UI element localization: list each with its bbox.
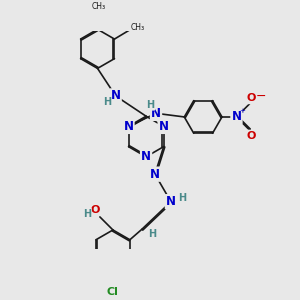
Text: H: H [148, 229, 156, 238]
Text: H: H [146, 100, 154, 110]
Text: N: N [150, 168, 160, 181]
Text: N: N [111, 89, 121, 102]
Text: N: N [141, 150, 151, 163]
Text: H: H [103, 97, 111, 107]
Text: H: H [83, 209, 91, 219]
Text: N: N [124, 120, 134, 133]
Text: N: N [166, 195, 176, 208]
Text: −: − [256, 90, 266, 103]
Text: O: O [91, 205, 100, 215]
Text: N: N [232, 110, 242, 123]
Text: +: + [239, 108, 245, 114]
Text: H: H [178, 193, 187, 203]
Text: O: O [246, 131, 256, 141]
Text: O: O [246, 93, 256, 103]
Text: Cl: Cl [107, 287, 119, 297]
Text: N: N [151, 107, 161, 120]
Text: CH₃: CH₃ [92, 2, 106, 10]
Text: CH₃: CH₃ [130, 23, 145, 32]
Text: N: N [159, 120, 169, 133]
